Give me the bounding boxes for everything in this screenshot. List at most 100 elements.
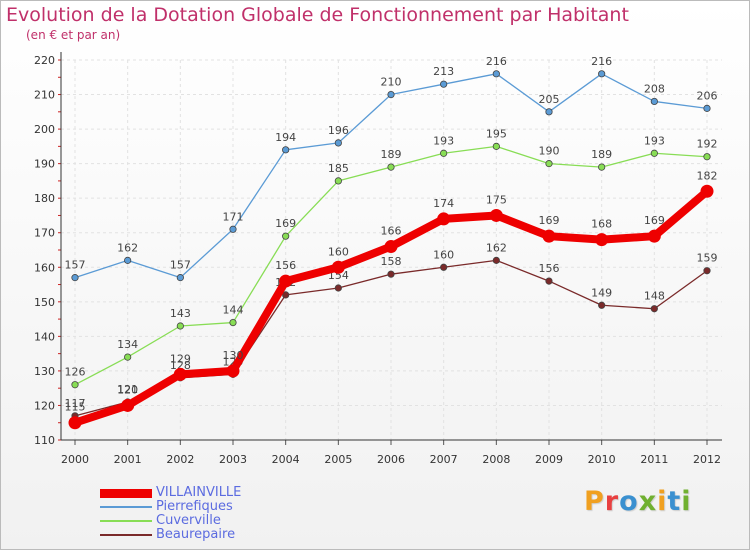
data-label-villainville: 175 xyxy=(486,193,507,206)
data-point-beaurepaire xyxy=(703,267,711,275)
data-label-beaurepaire: 162 xyxy=(486,241,507,254)
data-label-beaurepaire: 128 xyxy=(170,359,191,372)
data-point-cuverville xyxy=(282,232,290,240)
legend-item-pierrefiques: Pierrefiques xyxy=(100,500,400,514)
x-tick-label: 2000 xyxy=(61,453,89,466)
legend-item-cuverville: Cuverville xyxy=(100,514,400,528)
data-point-villainville xyxy=(384,240,398,254)
data-point-pierrefiques xyxy=(387,90,395,99)
data-point-cuverville xyxy=(492,142,500,150)
x-tick-label: 2009 xyxy=(535,453,563,466)
legend-label-pierrefiques: Pierrefiques xyxy=(156,499,233,514)
data-label-cuverville: 144 xyxy=(223,304,244,317)
data-point-pierrefiques xyxy=(650,97,658,106)
data-label-beaurepaire: 121 xyxy=(117,383,138,396)
data-point-pierrefiques xyxy=(703,104,711,112)
data-point-cuverville xyxy=(440,149,448,157)
data-label-villainville: 129 xyxy=(170,352,191,365)
data-label-pierrefiques: 171 xyxy=(223,210,244,223)
data-label-villainville: 160 xyxy=(328,245,349,258)
data-point-beaurepaire xyxy=(545,277,553,285)
data-point-villainville xyxy=(437,212,451,226)
data-point-villainville xyxy=(595,233,609,247)
data-point-beaurepaire xyxy=(598,301,606,309)
data-point-beaurepaire xyxy=(440,263,448,271)
data-label-cuverville: 192 xyxy=(697,138,718,151)
x-tick-label: 2012 xyxy=(693,453,721,466)
x-tick-label: 2004 xyxy=(272,453,300,466)
data-label-beaurepaire: 160 xyxy=(433,248,454,261)
data-point-villainville xyxy=(226,364,240,378)
data-point-beaurepaire xyxy=(334,284,342,292)
data-point-cuverville xyxy=(650,149,658,157)
data-label-pierrefiques: 157 xyxy=(170,259,191,272)
data-label-beaurepaire: 158 xyxy=(381,255,402,268)
y-tick-label: 220 xyxy=(34,54,55,67)
data-label-pierrefiques: 216 xyxy=(486,55,507,68)
legend-swatch-villainville xyxy=(100,489,152,498)
data-label-pierrefiques: 216 xyxy=(591,55,612,68)
y-tick-label: 190 xyxy=(34,158,55,171)
data-label-villainville: 169 xyxy=(539,214,560,227)
y-tick-label: 130 xyxy=(34,365,55,378)
data-label-cuverville: 185 xyxy=(328,162,349,175)
data-label-cuverville: 195 xyxy=(486,127,507,140)
logo-letter: t xyxy=(667,486,682,517)
data-label-pierrefiques: 205 xyxy=(539,93,560,106)
logo-letter: i xyxy=(657,486,668,517)
data-label-pierrefiques: 206 xyxy=(697,89,718,102)
data-label-pierrefiques: 210 xyxy=(381,76,402,89)
data-point-pierrefiques xyxy=(440,80,448,88)
data-label-beaurepaire: 149 xyxy=(591,286,612,299)
data-label-villainville: 174 xyxy=(433,197,454,210)
data-point-beaurepaire xyxy=(650,305,658,313)
y-tick-label: 200 xyxy=(34,123,55,136)
data-point-cuverville xyxy=(334,177,342,185)
data-point-cuverville xyxy=(545,160,553,168)
data-point-villainville xyxy=(173,367,187,381)
data-point-villainville xyxy=(68,416,82,430)
data-label-pierrefiques: 157 xyxy=(65,259,86,272)
data-label-beaurepaire: 159 xyxy=(697,252,718,265)
data-label-cuverville: 189 xyxy=(381,148,402,161)
x-tick-label: 2008 xyxy=(482,453,510,466)
data-label-villainville: 115 xyxy=(65,401,86,414)
data-label-beaurepaire: 117 xyxy=(65,397,86,410)
x-tick-label: 2002 xyxy=(166,453,194,466)
legend-item-beaurepaire: Beaurepaire xyxy=(100,528,400,542)
data-label-cuverville: 193 xyxy=(433,134,454,147)
logo-letter: x xyxy=(638,486,658,517)
y-tick-label: 120 xyxy=(34,399,55,412)
data-point-cuverville xyxy=(71,381,79,389)
data-point-beaurepaire xyxy=(282,291,290,299)
data-label-cuverville: 134 xyxy=(117,338,138,351)
proxiti-logo: Proxiti xyxy=(584,486,692,517)
x-tick-label: 2005 xyxy=(324,453,352,466)
data-point-beaurepaire xyxy=(387,270,395,278)
data-point-villainville xyxy=(279,274,293,288)
x-tick-label: 2003 xyxy=(219,453,247,466)
chart-title: Evolution de la Dotation Globale de Fonc… xyxy=(6,4,629,26)
x-tick-label: 2006 xyxy=(377,453,405,466)
data-label-cuverville: 143 xyxy=(170,307,191,320)
data-point-cuverville xyxy=(124,353,132,361)
data-label-pierrefiques: 194 xyxy=(275,131,296,144)
data-point-pierrefiques xyxy=(229,225,237,233)
data-label-villainville: 169 xyxy=(644,214,665,227)
data-label-beaurepaire: 156 xyxy=(539,262,560,275)
legend-swatch-beaurepaire xyxy=(100,534,152,536)
data-point-pierrefiques xyxy=(71,274,79,282)
x-tick-label: 2010 xyxy=(588,453,616,466)
data-point-cuverville xyxy=(176,322,184,330)
data-label-villainville: 156 xyxy=(275,259,296,272)
legend-item-villainville: VILLAINVILLE xyxy=(100,486,400,500)
legend-label-beaurepaire: Beaurepaire xyxy=(156,527,236,542)
data-label-cuverville: 190 xyxy=(539,145,560,158)
logo-letter: P xyxy=(584,486,605,517)
y-tick-label: 140 xyxy=(34,330,55,343)
data-point-villainville xyxy=(489,208,503,222)
data-label-villainville: 182 xyxy=(697,169,718,182)
data-point-pierrefiques xyxy=(282,146,290,154)
